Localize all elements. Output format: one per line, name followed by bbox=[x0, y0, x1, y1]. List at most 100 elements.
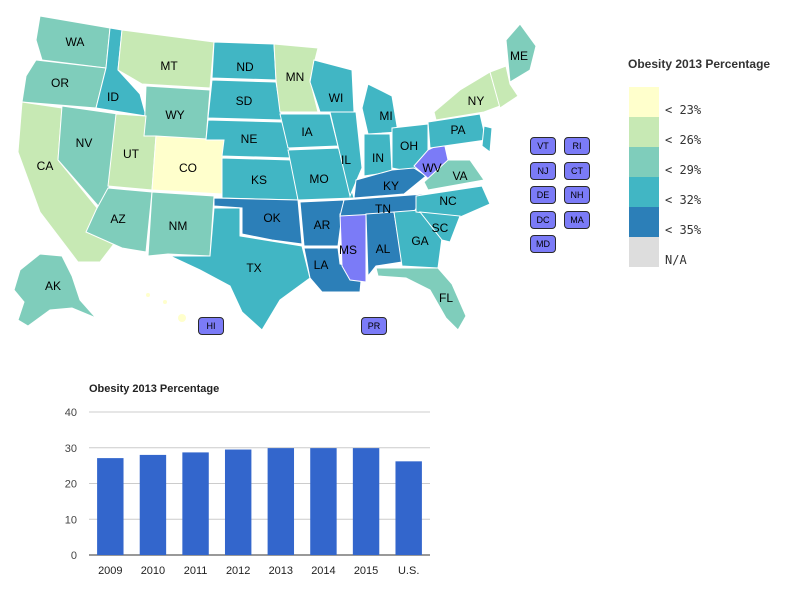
small-state-DE[interactable]: DE bbox=[530, 186, 556, 204]
state-NM[interactable] bbox=[147, 191, 215, 257]
state-MI[interactable] bbox=[361, 83, 399, 135]
state-label-WY: WY bbox=[165, 108, 184, 122]
state-label-GA: GA bbox=[411, 234, 428, 248]
state-ME[interactable] bbox=[505, 23, 537, 83]
state-label-TN: TN bbox=[375, 202, 391, 216]
state-label-NE: NE bbox=[241, 132, 258, 146]
legend-label-6: N/A bbox=[665, 253, 687, 267]
state-AR[interactable] bbox=[299, 199, 345, 247]
state-OK[interactable] bbox=[213, 197, 303, 245]
state-OR[interactable] bbox=[21, 59, 107, 109]
state-label-OH: OH bbox=[400, 139, 418, 153]
bar-2012 bbox=[224, 449, 252, 555]
x-tick-label: 2012 bbox=[226, 565, 250, 577]
small-state-CT[interactable]: CT bbox=[564, 162, 590, 180]
y-tick-label: 40 bbox=[65, 407, 77, 419]
state-SC[interactable] bbox=[418, 211, 461, 243]
state-label-CA: CA bbox=[37, 159, 54, 173]
state-label-ID: ID bbox=[107, 90, 119, 104]
x-tick-label: 2011 bbox=[184, 565, 208, 577]
bar-U.S. bbox=[395, 461, 422, 555]
state-AK[interactable] bbox=[13, 253, 97, 327]
bar-2015 bbox=[352, 448, 380, 555]
x-tick-label: 2014 bbox=[311, 565, 335, 577]
state-MT[interactable] bbox=[117, 29, 215, 89]
state-NJ[interactable] bbox=[481, 125, 493, 153]
small-state-VT[interactable]: VT bbox=[530, 137, 556, 155]
state-AL[interactable] bbox=[365, 211, 403, 278]
state-label-AK: AK bbox=[45, 279, 61, 293]
state-label-MT: MT bbox=[160, 59, 178, 73]
territory-PR[interactable]: PR bbox=[361, 317, 387, 335]
state-label-IA: IA bbox=[301, 125, 312, 139]
bar-2010 bbox=[139, 454, 167, 555]
x-tick-label: 2015 bbox=[354, 565, 378, 577]
state-label-ME: ME bbox=[510, 49, 528, 63]
state-label-ND: ND bbox=[236, 60, 254, 74]
bar-2009 bbox=[97, 458, 124, 555]
state-label-MI: MI bbox=[379, 109, 392, 123]
state-label-NC: NC bbox=[439, 194, 457, 208]
state-label-MO: MO bbox=[309, 172, 328, 186]
state-label-MN: MN bbox=[286, 70, 305, 84]
state-label-WA: WA bbox=[66, 35, 85, 49]
legend-label-5: < 35% bbox=[665, 223, 702, 237]
small-state-DC[interactable]: DC bbox=[530, 211, 556, 229]
state-label-CO: CO bbox=[179, 161, 197, 175]
y-tick-label: 10 bbox=[65, 514, 77, 526]
state-MN[interactable] bbox=[273, 43, 319, 113]
legend-label-1: < 23% bbox=[665, 103, 702, 117]
state-label-AL: AL bbox=[376, 242, 391, 256]
bar-2013 bbox=[267, 448, 295, 555]
legend-swatch-1 bbox=[629, 87, 659, 117]
x-tick-label: U.S. bbox=[398, 565, 419, 577]
state-label-IN: IN bbox=[372, 151, 384, 165]
y-tick-label: 0 bbox=[71, 550, 77, 562]
state-NC[interactable] bbox=[415, 185, 491, 219]
small-state-MA[interactable]: MA bbox=[564, 211, 590, 229]
state-label-TX: TX bbox=[246, 261, 261, 275]
state-label-LA: LA bbox=[314, 258, 329, 272]
state-label-WV: WV bbox=[422, 161, 441, 175]
small-state-NH[interactable]: NH bbox=[564, 186, 590, 204]
state-HI-island bbox=[163, 300, 167, 304]
small-state-NJ[interactable]: NJ bbox=[530, 162, 556, 180]
y-tick-label: 20 bbox=[65, 479, 77, 491]
legend-swatch-2 bbox=[629, 117, 659, 147]
bar-2011 bbox=[182, 452, 209, 555]
small-state-MD[interactable]: MD bbox=[530, 235, 556, 253]
bar-2014 bbox=[310, 448, 337, 555]
state-label-NV: NV bbox=[76, 136, 93, 150]
state-label-NY: NY bbox=[468, 94, 485, 108]
x-tick-label: 2009 bbox=[98, 565, 122, 577]
legend-swatch-4 bbox=[629, 177, 659, 207]
state-TX[interactable] bbox=[169, 207, 311, 331]
chart-title: Obesity 2013 Percentage bbox=[89, 383, 220, 395]
legend-swatch-5 bbox=[629, 207, 659, 237]
state-label-AR: AR bbox=[314, 218, 331, 232]
state-label-VA: VA bbox=[452, 169, 467, 183]
x-tick-label: 2010 bbox=[141, 565, 165, 577]
state-label-AZ: AZ bbox=[110, 212, 125, 226]
state-label-UT: UT bbox=[123, 147, 140, 161]
legend-label-4: < 32% bbox=[665, 193, 702, 207]
state-label-IL: IL bbox=[341, 153, 351, 167]
state-NE-small[interactable] bbox=[489, 65, 519, 109]
small-state-RI[interactable]: RI bbox=[564, 137, 590, 155]
legend-label-3: < 29% bbox=[665, 163, 702, 177]
state-label-NM: NM bbox=[169, 219, 188, 233]
state-label-PA: PA bbox=[450, 123, 465, 137]
state-VA[interactable] bbox=[423, 159, 485, 191]
legend-swatch-6 bbox=[629, 237, 659, 267]
state-HI-island bbox=[146, 293, 150, 297]
state-label-OR: OR bbox=[51, 76, 69, 90]
legend-label-2: < 26% bbox=[665, 133, 702, 147]
legend-title: Obesity 2013 Percentage bbox=[628, 57, 771, 71]
state-label-MS: MS bbox=[339, 243, 357, 257]
state-FL[interactable] bbox=[375, 267, 467, 331]
legend-swatch-3 bbox=[629, 147, 659, 177]
state-HI-island bbox=[178, 314, 186, 322]
territory-HI[interactable]: HI bbox=[198, 317, 224, 335]
state-label-SC: SC bbox=[432, 221, 449, 235]
